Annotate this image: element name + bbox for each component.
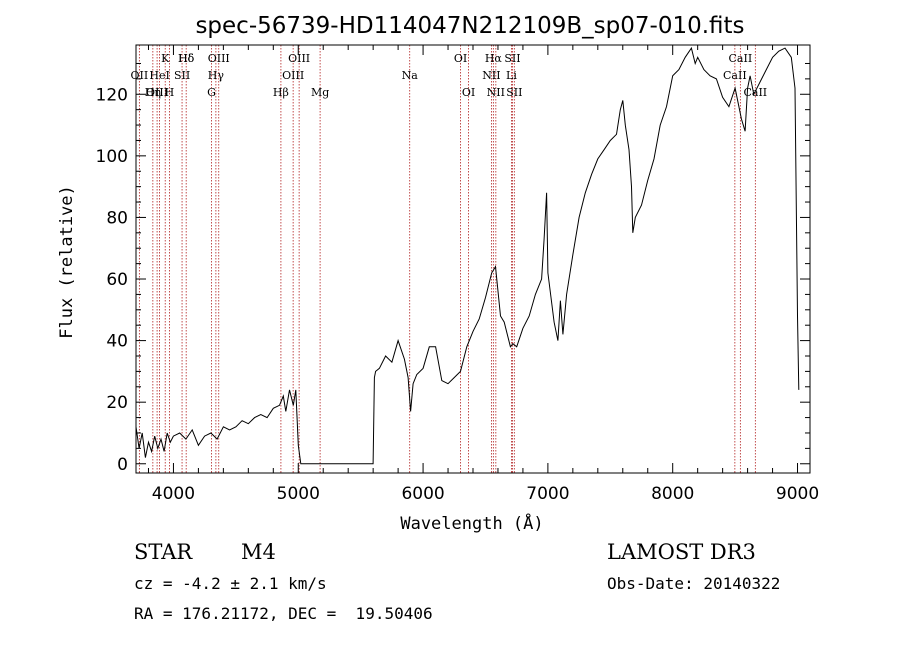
spectral-line-label-15: NII (482, 69, 500, 82)
spectral-line-label-8: CaII (729, 52, 753, 65)
redshift-cz: cz = -4.2 ± 2.1 km/s (134, 574, 327, 593)
chart-title: spec-56739-HD114047N212109B_sp07-010.fit… (195, 13, 744, 39)
spectral-line-label-4: OIII (288, 52, 310, 65)
y-tick-label-20: 20 (106, 393, 128, 413)
object-class: STAR (134, 540, 193, 564)
observation-date: Obs-Date: 20140322 (607, 574, 781, 593)
x-tick-label-8000: 8000 (651, 484, 694, 504)
spectral-line-label-2: Hδ (178, 52, 195, 65)
y-tick-label-80: 80 (106, 208, 128, 228)
spectral-line-label-16: Li (506, 69, 517, 82)
spectral-line-label-25: NII (487, 86, 505, 99)
spectral-line-label-24: OI (462, 86, 475, 99)
spectral-line-label-3: OIII (208, 52, 230, 65)
spectral-line-label-23: Mg (311, 86, 329, 99)
spectral-line-label-26: SII (506, 86, 522, 99)
y-tick-label-100: 100 (96, 147, 128, 167)
object-subclass: M4 (241, 540, 276, 564)
x-tick-label-9000: 9000 (776, 484, 819, 504)
coordinates: RA = 176.21172, DEC = 19.50406 (134, 604, 433, 623)
spectrum-series-line (135, 46, 800, 465)
spectral-line-label-5: OI (454, 52, 467, 65)
spectral-line-label-6: Hα (485, 52, 503, 65)
spectral-line-label-11: SII (174, 69, 190, 82)
spectral-line-label-17: CaII (723, 69, 747, 82)
spectral-line-label-1: K (161, 52, 170, 65)
spectral-line-label-9: OII (131, 69, 149, 82)
survey-name: LAMOST DR3 (607, 540, 756, 564)
spectral-line-label-22: Hβ (273, 86, 289, 99)
y-tick-label-60: 60 (106, 270, 128, 290)
x-tick-label-6000: 6000 (401, 484, 444, 504)
spectral-line-label-7: SII (504, 52, 520, 65)
x-tick-label-5000: 5000 (277, 484, 320, 504)
spectral-line-label-12: Hγ (208, 69, 225, 82)
y-tick-label-0: 0 (117, 455, 128, 475)
y-tick-label-40: 40 (106, 332, 128, 352)
spectral-line-label-20: H (165, 86, 175, 99)
axis-ticks: 4000 5000 6000 7000 8000 9000 0 20 40 60 80 100 120 (96, 45, 819, 504)
x-tick-label-4000: 4000 (152, 484, 195, 504)
x-tick-label-7000: 7000 (526, 484, 569, 504)
line-marker-group (138, 45, 756, 473)
y-tick-label-120: 120 (96, 85, 128, 105)
spectral-line-label-0: Hδ (178, 52, 195, 65)
x-axis-label: Wavelength (Å) (400, 512, 543, 534)
spectral-line-label-18: OIII (146, 86, 168, 99)
spectral-line-label-10: HeI (149, 69, 169, 82)
y-axis-label: Flux (relative) (57, 185, 77, 339)
spectral-line-label-14: Na (402, 69, 419, 82)
spectral-line-label-21: G (207, 86, 216, 99)
spectral-line-label-27: CaII (743, 86, 767, 99)
spectral-line-label-19: Hη (145, 86, 161, 99)
plot-frame (135, 44, 811, 474)
spectral-line-label-13: OIII (282, 69, 304, 82)
